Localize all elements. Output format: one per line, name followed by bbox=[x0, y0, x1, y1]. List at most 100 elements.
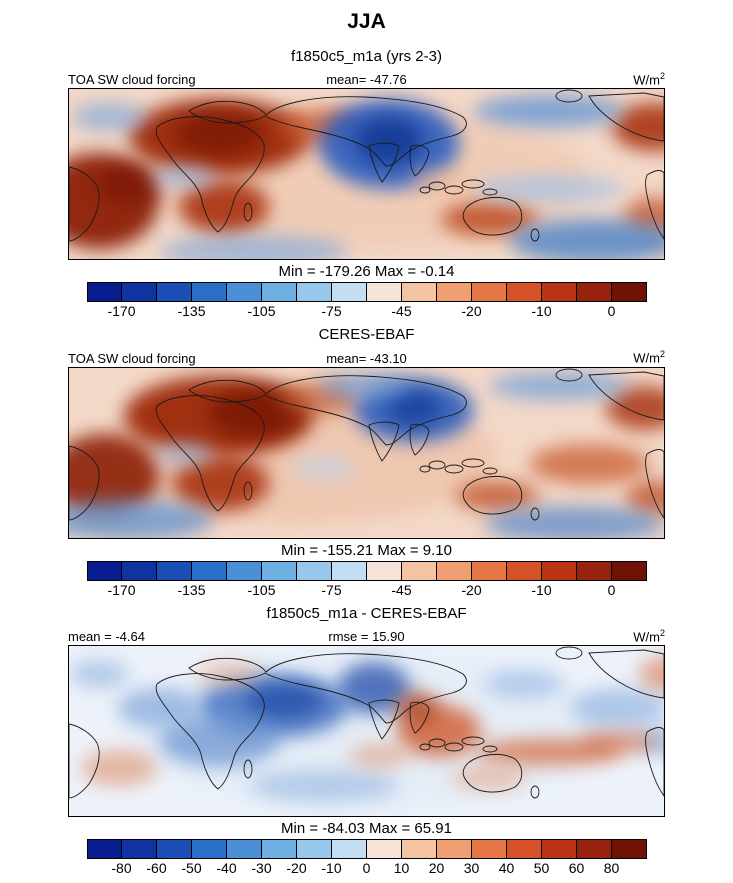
colorbar-cell bbox=[471, 839, 507, 858]
panel-diff-header: mean = -4.64 rmse = 15.90 W/m2 bbox=[68, 628, 665, 644]
colorbar-tick-label: -135 bbox=[177, 303, 206, 320]
colorbar-tick-label: -170 bbox=[107, 303, 136, 320]
colorbar-tick-label: -10 bbox=[531, 303, 552, 320]
colorbar-cell bbox=[367, 283, 402, 302]
field-blob bbox=[484, 669, 564, 698]
colorbar-cell bbox=[436, 561, 472, 580]
field-blob bbox=[292, 455, 356, 480]
colorbar-cell bbox=[87, 283, 123, 302]
minmax-label: Min = -179.26 Max = -0.14 bbox=[278, 263, 455, 281]
colorbar-ticks-main-1: -170 -135 -105 -75 -45 -20 -10 0 bbox=[87, 303, 647, 322]
colorbar-cell bbox=[297, 561, 333, 580]
units-label: W/m2 bbox=[633, 627, 665, 644]
coastlines bbox=[69, 368, 664, 521]
colorbar-tick-label: -10 bbox=[531, 581, 552, 598]
field-blob bbox=[386, 390, 442, 425]
colorbar-cell bbox=[227, 839, 263, 858]
colorbar-cell bbox=[401, 561, 437, 580]
colorbar-cell bbox=[87, 839, 123, 858]
colorbar-cell bbox=[367, 839, 402, 858]
colorbar-tick-label: -45 bbox=[391, 581, 412, 598]
colorbar-tick-label: -50 bbox=[181, 859, 202, 876]
diff-title: f1850c5_m1a - CERES-EBAF bbox=[266, 604, 467, 622]
colorbar-tick-label: 40 bbox=[498, 859, 515, 876]
colorbar-tick-label: -20 bbox=[461, 303, 482, 320]
field-blob bbox=[173, 454, 269, 511]
colorbar-cell bbox=[611, 283, 646, 302]
colorbar-tick-label: 60 bbox=[568, 859, 585, 876]
colorbar-cell bbox=[297, 283, 333, 302]
colorbar-tick-label: -135 bbox=[177, 581, 206, 598]
colorbar-tick-label: -80 bbox=[111, 859, 132, 876]
colorbar-tick-label: -170 bbox=[107, 581, 136, 598]
colorbar-cell bbox=[401, 839, 437, 858]
colorbar-cell bbox=[332, 561, 367, 580]
colorbar-main-1 bbox=[86, 282, 647, 303]
mean-value-label: mean= -47.76 bbox=[326, 72, 407, 88]
field-blob bbox=[152, 167, 216, 188]
colorbar-cell bbox=[576, 561, 612, 580]
colorbar-diff bbox=[86, 838, 647, 859]
colorbar-tick-label: -45 bbox=[391, 303, 412, 320]
colorbar-cell bbox=[192, 839, 228, 858]
field-blob bbox=[244, 682, 324, 719]
colorbar-tick-label: -30 bbox=[251, 859, 272, 876]
map-diff bbox=[68, 644, 665, 817]
coastlines bbox=[69, 89, 664, 242]
colorbar-tick-label: -20 bbox=[286, 859, 307, 876]
field-blob bbox=[579, 731, 659, 752]
obs-dataset-title: CERES-EBAF bbox=[318, 326, 415, 344]
colorbar-tick-label: 0 bbox=[362, 859, 371, 876]
mean-value-label: mean= -43.10 bbox=[326, 350, 407, 366]
colorbar-cell bbox=[157, 561, 193, 580]
colorbar-tick-label: -40 bbox=[216, 859, 237, 876]
colorbar-cell bbox=[122, 283, 158, 302]
field-blob bbox=[529, 443, 649, 484]
colorbar-tick-label: 80 bbox=[603, 859, 620, 876]
colorbar-cell bbox=[436, 839, 472, 858]
field-blob bbox=[474, 95, 624, 128]
colorbar-cell bbox=[367, 561, 402, 580]
field-blob bbox=[349, 743, 409, 768]
field-blob bbox=[355, 117, 423, 166]
colorbar-cell bbox=[262, 839, 298, 858]
colorbar-cell bbox=[471, 561, 507, 580]
colorbar-cell bbox=[541, 839, 577, 858]
colorbar-tick-label: -105 bbox=[247, 303, 276, 320]
colorbar-cell bbox=[262, 561, 298, 580]
minmax-label: Min = -155.21 Max = 9.10 bbox=[281, 541, 452, 559]
colorbar-tick-label: 20 bbox=[428, 859, 445, 876]
minmax-label: Min = -84.03 Max = 65.91 bbox=[281, 819, 452, 837]
colorbar-cell bbox=[401, 283, 437, 302]
colorbar-tick-label: 0 bbox=[607, 303, 616, 320]
mean-value-label: mean = -4.64 bbox=[68, 628, 145, 644]
coastlines bbox=[69, 646, 664, 799]
colorbar-tick-label: 10 bbox=[393, 859, 410, 876]
field-blob bbox=[69, 499, 214, 538]
rmse-value-label: rmse = 15.90 bbox=[328, 628, 405, 644]
field-blob bbox=[484, 505, 664, 538]
colorbar-cell bbox=[192, 283, 228, 302]
field-blob bbox=[509, 219, 664, 260]
colorbar-tick-label: 0 bbox=[607, 581, 616, 598]
colorbar-cell bbox=[506, 283, 542, 302]
field-blob bbox=[81, 749, 157, 786]
colorbar-cell bbox=[157, 839, 193, 858]
colorbar-tick-label: 50 bbox=[533, 859, 550, 876]
colorbar-main-2 bbox=[86, 560, 647, 581]
colorbar-cell bbox=[192, 561, 228, 580]
colorbar-cell bbox=[87, 561, 123, 580]
map-obs bbox=[68, 366, 665, 539]
colorbar-cell bbox=[262, 283, 298, 302]
colorbar-cell bbox=[611, 561, 646, 580]
field-blob bbox=[99, 164, 159, 205]
colorbar-tick-label: -105 bbox=[247, 581, 276, 598]
field-blob bbox=[117, 687, 201, 728]
colorbar-cell bbox=[297, 839, 333, 858]
colorbar-cell bbox=[436, 283, 472, 302]
field-blob bbox=[159, 235, 349, 260]
colorbar-tick-label: -75 bbox=[321, 581, 342, 598]
colorbar-cell bbox=[157, 283, 193, 302]
colorbar-tick-label: -20 bbox=[461, 581, 482, 598]
